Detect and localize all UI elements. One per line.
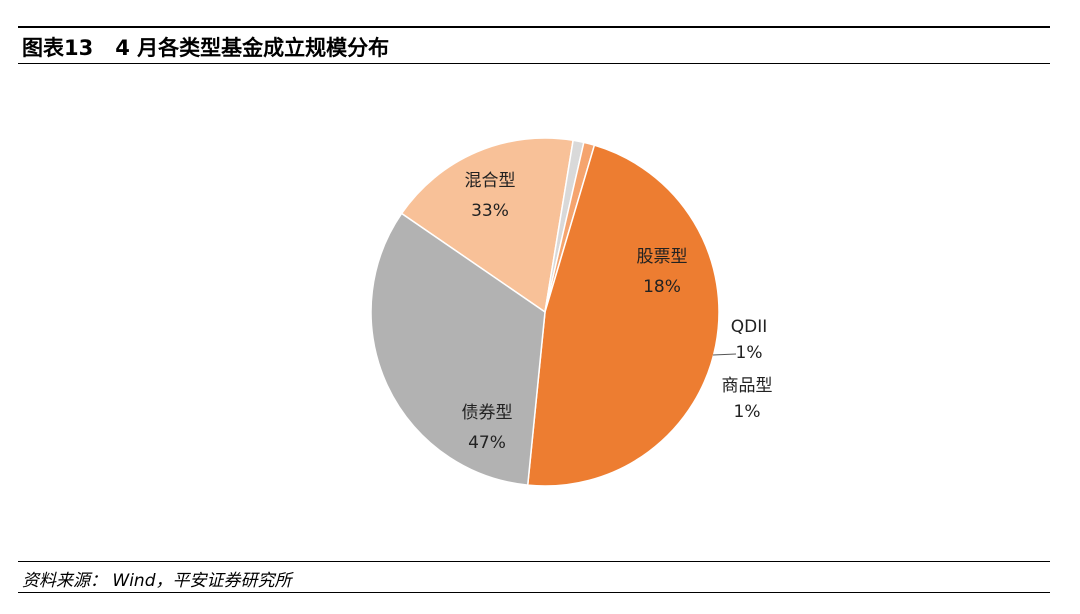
figure-header: 图表13 4 月各类型基金成立规模分布 bbox=[22, 33, 389, 61]
slice-label-1: QDII bbox=[731, 317, 768, 337]
slice-label-4: 混合型 bbox=[465, 171, 516, 191]
slice-pct-label-1: 1% bbox=[736, 343, 763, 363]
leader-line-1 bbox=[712, 353, 737, 356]
source-line: 资料来源： Wind，平安证券研究所 bbox=[22, 571, 292, 591]
bottom-rule bbox=[18, 592, 1050, 593]
slice-label-3: 债券型 bbox=[462, 403, 513, 423]
slice-pct-label-2: 1% bbox=[734, 402, 761, 422]
pie-slice-0 bbox=[400, 137, 574, 314]
slice-pct-label-3: 47% bbox=[468, 433, 506, 453]
figure-title: 4 月各类型基金成立规模分布 bbox=[115, 36, 390, 60]
figure-label: 图表13 bbox=[22, 36, 94, 60]
slice-label-2: 商品型 bbox=[722, 376, 773, 396]
pie-slice-4 bbox=[370, 212, 546, 486]
slice-pct-label-4: 33% bbox=[471, 201, 509, 221]
slice-label-0: 股票型 bbox=[637, 247, 688, 267]
pie-slice-3 bbox=[526, 144, 720, 487]
source-top-rule bbox=[18, 561, 1050, 562]
slice-pct-label-0: 18% bbox=[643, 277, 681, 297]
top-rule bbox=[18, 26, 1050, 28]
header-rule bbox=[18, 63, 1050, 64]
